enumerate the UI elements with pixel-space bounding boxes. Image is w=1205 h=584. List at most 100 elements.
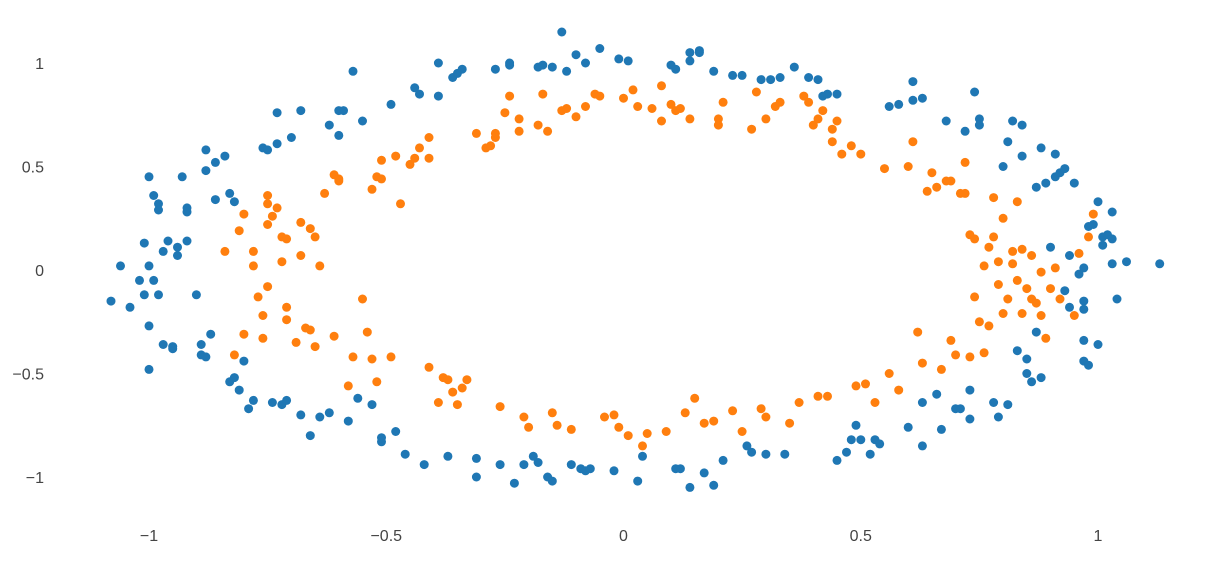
y-tick-label: −0.5 xyxy=(12,367,44,384)
scatter-point xyxy=(685,482,695,492)
scatter-point xyxy=(343,381,353,391)
scatter-point xyxy=(543,126,553,136)
scatter-point xyxy=(856,149,866,159)
scatter-point xyxy=(747,447,757,457)
scatter-point xyxy=(675,464,685,474)
scatter-point xyxy=(343,416,353,426)
scatter-point xyxy=(433,58,443,68)
scatter-point xyxy=(334,174,344,184)
scatter-point xyxy=(405,159,415,169)
scatter-point xyxy=(894,385,904,395)
scatter-point xyxy=(1069,311,1079,320)
scatter-point xyxy=(191,290,201,300)
scatter-point xyxy=(832,455,842,465)
scatter-point xyxy=(538,60,548,70)
scatter-point xyxy=(514,114,524,124)
scatter-point xyxy=(1041,333,1051,343)
scatter-point xyxy=(296,217,306,227)
scatter-point xyxy=(671,64,681,74)
scatter-point xyxy=(1069,178,1079,188)
scatter-point xyxy=(998,162,1008,171)
scatter-point xyxy=(609,466,619,476)
scatter-point xyxy=(263,220,273,229)
scatter-point xyxy=(1079,263,1089,273)
scatter-point xyxy=(685,56,695,66)
scatter-point xyxy=(927,168,937,178)
scatter-point xyxy=(813,114,823,124)
scatter-point xyxy=(1079,304,1089,314)
scatter-point xyxy=(1074,248,1084,258)
scatter-point xyxy=(490,128,500,138)
scatter-point xyxy=(177,172,187,182)
scatter-point xyxy=(239,209,249,219)
scatter-point xyxy=(509,478,519,488)
scatter-point xyxy=(1022,369,1032,378)
scatter-point xyxy=(377,433,386,443)
scatter-point xyxy=(296,251,306,260)
scatter-point xyxy=(1084,232,1093,242)
scatter-point xyxy=(135,275,144,285)
scatter-point xyxy=(1065,302,1074,312)
scatter-point xyxy=(694,48,704,58)
scatter-point xyxy=(709,66,719,76)
scatter-point xyxy=(951,350,961,360)
scatter-point xyxy=(775,97,785,107)
scatter-point xyxy=(296,410,306,420)
scatter-point xyxy=(1003,294,1013,304)
scatter-point xyxy=(908,95,918,105)
scatter-point xyxy=(144,261,154,271)
scatter-point xyxy=(827,137,837,147)
scatter-point xyxy=(595,44,605,53)
scatter-point xyxy=(291,337,301,347)
scatter-point xyxy=(737,70,747,80)
scatter-point xyxy=(965,352,975,362)
scatter-point xyxy=(974,317,984,327)
scatter-point xyxy=(913,327,923,337)
scatter-point xyxy=(965,414,975,424)
scatter-point xyxy=(210,195,220,205)
scatter-point xyxy=(1003,137,1013,147)
scatter-point xyxy=(272,108,282,118)
scatter-point xyxy=(974,114,984,124)
scatter-point xyxy=(348,352,358,362)
scatter-point xyxy=(239,356,249,366)
scatter-point xyxy=(263,282,273,292)
scatter-point xyxy=(970,234,980,244)
scatter-point xyxy=(490,64,500,74)
scatter-point xyxy=(305,431,315,441)
scatter-point xyxy=(1107,234,1117,244)
scatter-point xyxy=(367,400,377,410)
scatter-point xyxy=(571,112,581,122)
scatter-point xyxy=(201,166,211,176)
x-tick-label: 0 xyxy=(619,528,628,545)
scatter-point xyxy=(756,404,766,414)
scatter-point xyxy=(372,377,382,387)
x-tick-label: 1 xyxy=(1094,528,1103,545)
scatter-point xyxy=(614,54,624,64)
scatter-point xyxy=(917,398,927,407)
scatter-point xyxy=(471,472,481,482)
scatter-point xyxy=(818,106,828,116)
scatter-point xyxy=(1031,182,1041,192)
scatter-point xyxy=(415,89,424,99)
scatter-point xyxy=(823,89,832,99)
scatter-point xyxy=(1017,309,1027,318)
scatter-point xyxy=(362,327,372,337)
scatter-point xyxy=(1022,354,1032,364)
scatter-point xyxy=(1031,298,1041,308)
scatter-point xyxy=(452,400,462,410)
scatter-point xyxy=(220,151,230,161)
scatter-point xyxy=(154,199,163,209)
scatter-point xyxy=(827,124,837,134)
scatter-point xyxy=(842,447,851,457)
scatter-point xyxy=(657,116,666,126)
scatter-point xyxy=(761,114,771,124)
scatter-point xyxy=(324,120,334,130)
scatter-point xyxy=(566,460,576,470)
scatter-point xyxy=(144,172,154,182)
scatter-point xyxy=(500,108,510,118)
scatter-point xyxy=(851,420,861,430)
scatter-point xyxy=(267,398,277,407)
scatter-point xyxy=(158,340,168,349)
scatter-point xyxy=(675,104,685,113)
